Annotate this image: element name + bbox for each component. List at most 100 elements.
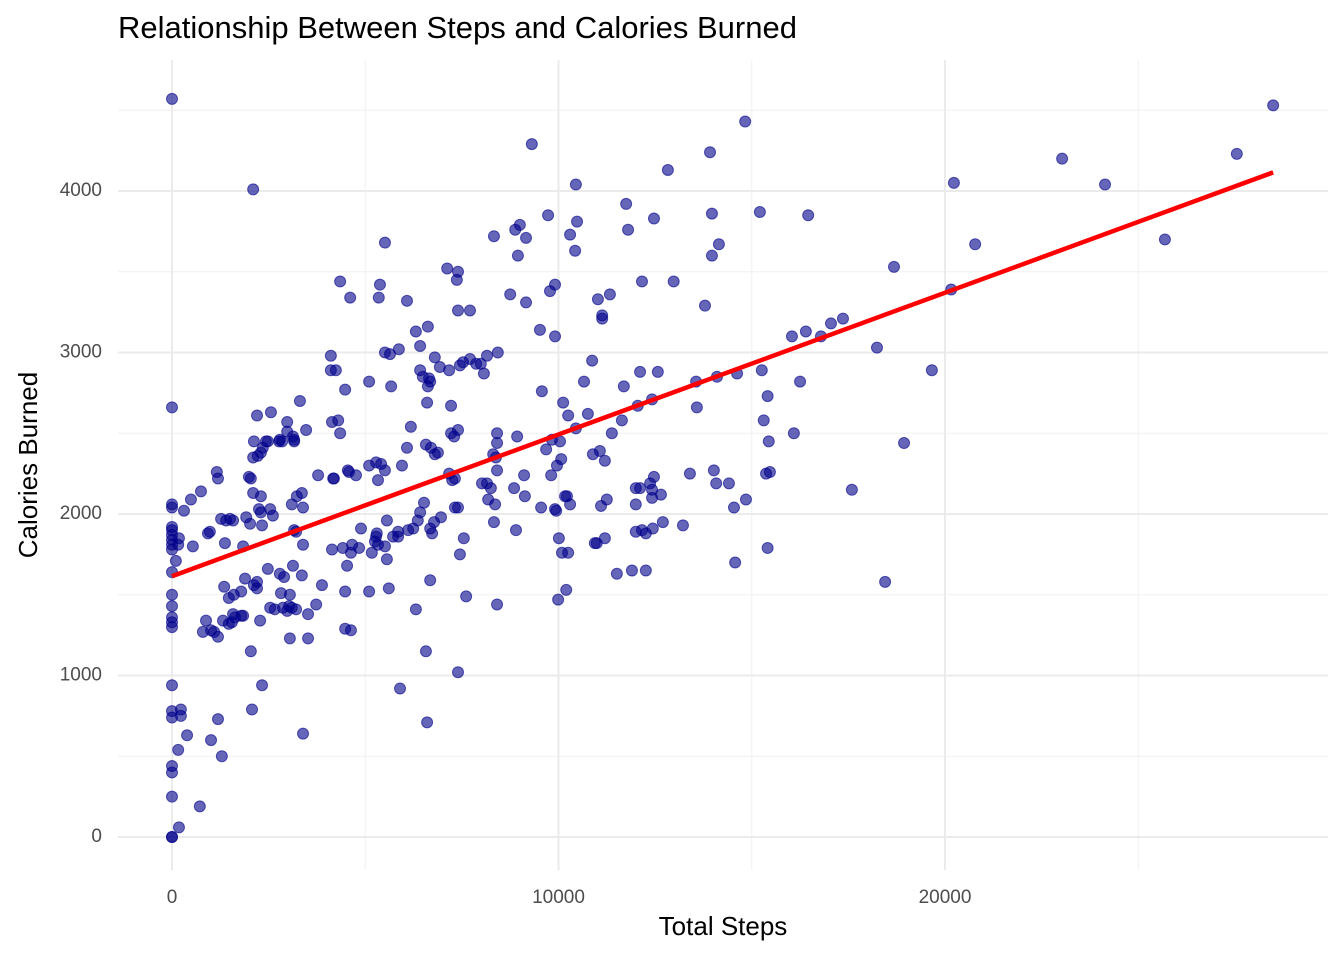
point bbox=[763, 466, 776, 479]
point bbox=[312, 469, 325, 482]
point bbox=[203, 525, 216, 538]
point bbox=[380, 514, 393, 527]
point bbox=[181, 729, 194, 742]
point bbox=[552, 593, 565, 606]
point bbox=[661, 163, 674, 176]
point bbox=[428, 351, 441, 364]
point bbox=[513, 218, 526, 231]
point bbox=[480, 349, 493, 362]
point bbox=[254, 490, 267, 503]
y-axis-title: Calories Burned bbox=[13, 372, 43, 558]
point bbox=[370, 527, 383, 540]
point bbox=[525, 138, 538, 151]
point bbox=[787, 427, 800, 440]
point bbox=[707, 464, 720, 477]
point bbox=[457, 532, 470, 545]
point bbox=[186, 540, 199, 553]
point bbox=[215, 750, 228, 763]
point bbox=[172, 743, 185, 756]
point bbox=[491, 464, 504, 477]
point bbox=[363, 375, 376, 388]
point bbox=[218, 580, 231, 593]
point bbox=[535, 385, 548, 398]
point bbox=[520, 296, 533, 309]
point bbox=[354, 522, 367, 535]
point bbox=[647, 212, 660, 225]
point bbox=[378, 236, 391, 249]
point bbox=[647, 470, 660, 483]
point bbox=[244, 645, 257, 658]
point bbox=[591, 293, 604, 306]
point bbox=[409, 325, 422, 338]
point bbox=[218, 537, 231, 550]
point bbox=[898, 436, 911, 449]
point bbox=[400, 294, 413, 307]
point bbox=[452, 265, 465, 278]
x-tick-label: 0 bbox=[167, 887, 178, 908]
point bbox=[276, 435, 289, 448]
point bbox=[251, 409, 264, 422]
point bbox=[620, 197, 633, 210]
point bbox=[520, 231, 533, 244]
point bbox=[569, 178, 582, 191]
point bbox=[431, 446, 444, 459]
point bbox=[394, 682, 407, 695]
point bbox=[836, 312, 849, 325]
y-tick-label: 3000 bbox=[60, 342, 102, 363]
point bbox=[344, 624, 357, 637]
point bbox=[247, 183, 260, 196]
point bbox=[463, 304, 476, 317]
point bbox=[302, 632, 315, 645]
point bbox=[363, 585, 376, 598]
point bbox=[421, 716, 434, 729]
point bbox=[487, 516, 500, 529]
point bbox=[334, 275, 347, 288]
point bbox=[266, 509, 279, 522]
point bbox=[261, 562, 274, 575]
point bbox=[302, 608, 315, 621]
point bbox=[586, 354, 599, 367]
point bbox=[560, 583, 573, 596]
point bbox=[511, 249, 524, 262]
point bbox=[372, 291, 385, 304]
point bbox=[549, 330, 562, 343]
point bbox=[341, 559, 354, 572]
point bbox=[625, 564, 638, 577]
point bbox=[254, 614, 267, 627]
point bbox=[722, 477, 735, 490]
point bbox=[283, 632, 296, 645]
point bbox=[200, 614, 213, 627]
point bbox=[261, 435, 274, 448]
point bbox=[1230, 147, 1243, 160]
point bbox=[504, 288, 517, 301]
point bbox=[211, 630, 224, 643]
point bbox=[165, 401, 178, 414]
trend-line bbox=[171, 170, 1274, 579]
point bbox=[794, 375, 807, 388]
point bbox=[441, 262, 454, 275]
point bbox=[489, 498, 502, 511]
point bbox=[378, 540, 391, 553]
point bbox=[491, 427, 504, 440]
point bbox=[947, 176, 960, 189]
y-tick-label: 0 bbox=[91, 826, 102, 847]
point bbox=[705, 207, 718, 220]
point bbox=[603, 288, 616, 301]
point bbox=[239, 572, 252, 585]
point bbox=[172, 821, 185, 834]
point bbox=[165, 600, 178, 613]
point bbox=[598, 454, 611, 467]
point bbox=[557, 396, 570, 409]
point bbox=[334, 427, 347, 440]
point bbox=[518, 469, 531, 482]
point bbox=[552, 532, 565, 545]
point bbox=[571, 215, 584, 228]
point bbox=[511, 430, 524, 443]
y-tick-label: 2000 bbox=[60, 503, 102, 524]
point bbox=[562, 409, 575, 422]
chart-title: Relationship Between Steps and Calories … bbox=[118, 10, 797, 45]
point bbox=[600, 493, 613, 506]
point bbox=[509, 524, 522, 537]
point bbox=[247, 579, 260, 592]
point bbox=[564, 228, 577, 241]
